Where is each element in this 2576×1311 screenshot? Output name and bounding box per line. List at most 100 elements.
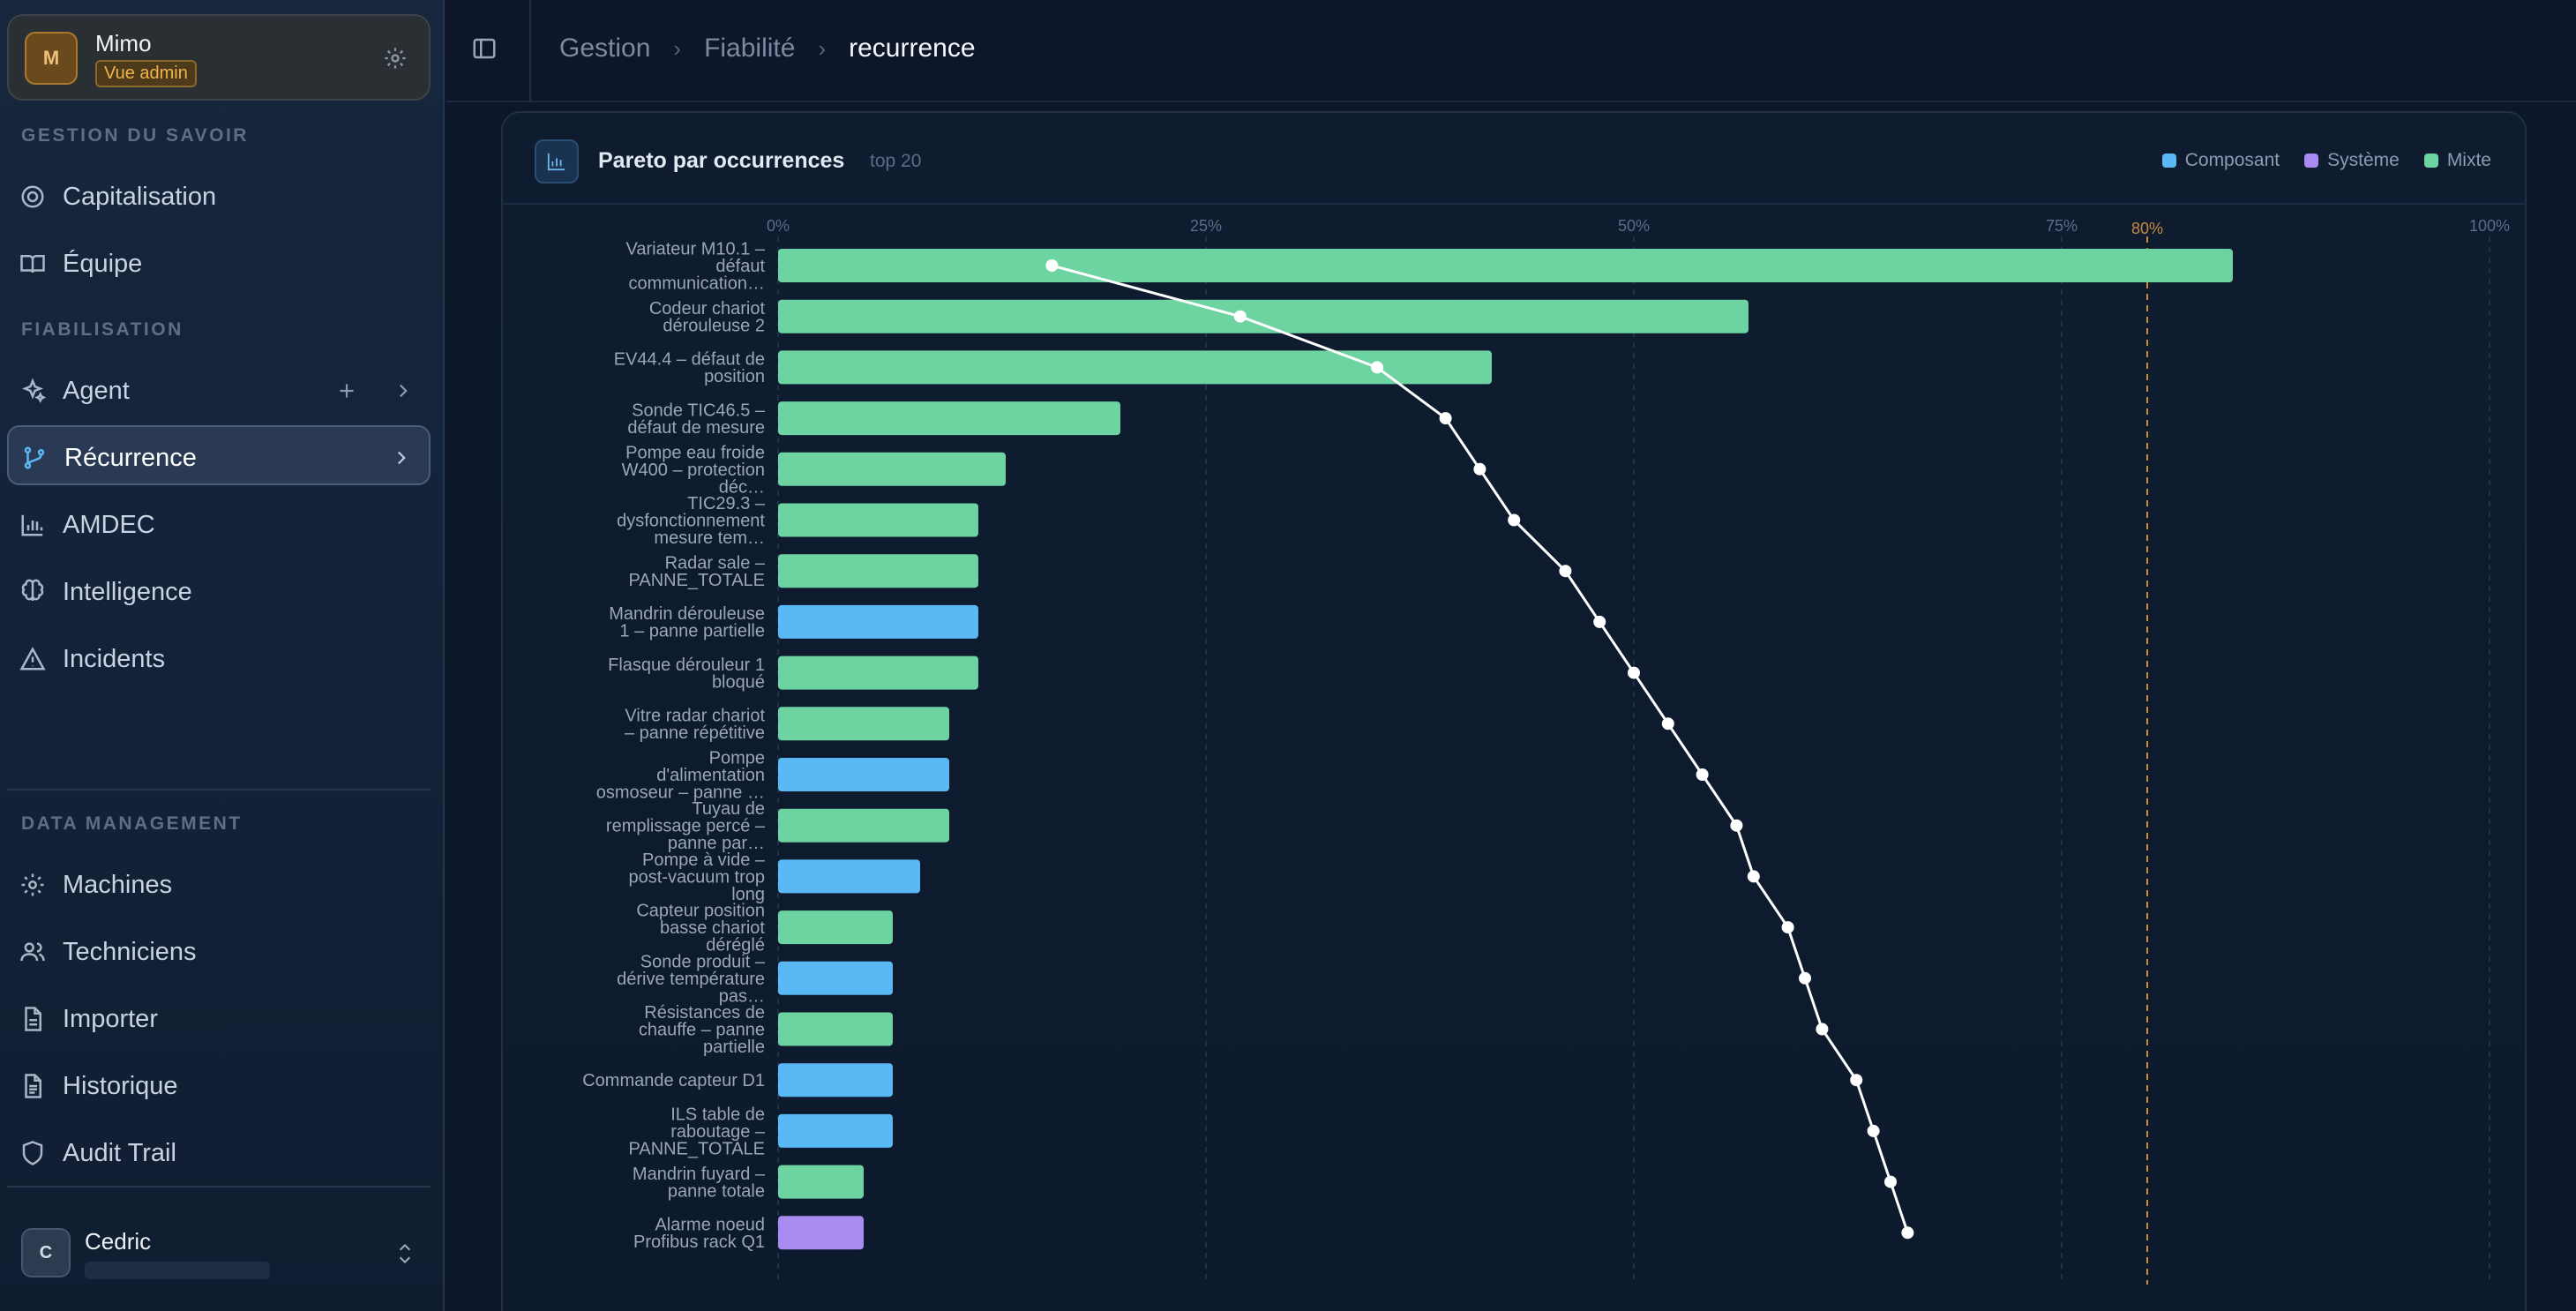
bar[interactable] [778, 808, 949, 843]
chevron-right-icon: › [818, 34, 827, 62]
pareto-card: Pareto par occurrences top 20 Composant … [501, 111, 2527, 1311]
section-knowledge: GESTION DU SAVOIR [21, 125, 249, 146]
chevron-up-down-icon[interactable] [393, 1240, 416, 1267]
card-header: Pareto par occurrences top 20 Composant … [503, 113, 2525, 205]
bar[interactable] [778, 910, 893, 945]
sidebar-item-importer[interactable]: Importer [7, 988, 431, 1048]
breadcrumb: Gestion › Fiabilité › recurrence [559, 34, 976, 64]
cumulative-point[interactable] [1696, 768, 1709, 781]
workspace-switcher[interactable]: M Mimo Vue admin [7, 14, 431, 101]
sidebar-toggle-icon[interactable] [471, 35, 498, 62]
user-menu[interactable]: C Cedric [7, 1209, 431, 1297]
sidebar-item-label: Équipe [63, 250, 143, 278]
bar-label: Profibus rack Q1 [633, 1232, 765, 1252]
sidebar-item-equipe[interactable]: Équipe [7, 233, 431, 293]
bar[interactable] [778, 707, 949, 741]
breadcrumb-current: recurrence [849, 34, 976, 63]
admin-badge: Vue admin [95, 60, 197, 87]
bar[interactable] [778, 1063, 893, 1097]
breadcrumb-gestion[interactable]: Gestion [559, 34, 651, 63]
cumulative-point[interactable] [1559, 565, 1572, 578]
sidebar-item-agent[interactable]: Agent [7, 360, 431, 420]
cumulative-point[interactable] [1628, 666, 1640, 679]
sidebar-item-intelligence[interactable]: Intelligence [7, 561, 431, 621]
bar[interactable] [778, 859, 921, 894]
sidebar-item-recurrence[interactable]: Récurrence [7, 425, 431, 485]
bar[interactable] [778, 1216, 864, 1250]
chevron-right-icon[interactable] [392, 379, 415, 402]
file-list-icon [25, 1074, 41, 1098]
bar[interactable] [778, 1113, 893, 1148]
cumulative-point[interactable] [1371, 361, 1383, 374]
shield-icon [22, 1141, 43, 1165]
cumulative-point[interactable] [1473, 462, 1486, 476]
bar[interactable] [778, 1012, 893, 1046]
sidebar-item-machines[interactable]: Machines [7, 854, 431, 914]
bar-label: Alarme noeud [655, 1216, 765, 1235]
sidebar-item-label: Machines [63, 871, 173, 899]
sidebar-item-label: Historique [63, 1072, 178, 1100]
target-icon [21, 185, 44, 208]
bar-label: Capteur position [636, 902, 765, 921]
bar-label: communication… [628, 274, 765, 294]
sidebar-item-label: Audit Trail [63, 1139, 176, 1167]
sidebar-item-capitalisation[interactable]: Capitalisation [7, 166, 431, 226]
cumulative-point[interactable] [1884, 1175, 1897, 1188]
cumulative-point[interactable] [1867, 1124, 1880, 1137]
cumulative-line [1052, 264, 1909, 1233]
breadcrumb-fiabilite[interactable]: Fiabilité [704, 34, 796, 63]
legend-label: Mixte [2446, 150, 2491, 170]
bar-label: panne par… [668, 834, 765, 853]
sidebar-item-techniciens[interactable]: Techniciens [7, 921, 431, 981]
cumulative-point[interactable] [1233, 310, 1247, 323]
cumulative-point[interactable] [1593, 615, 1606, 628]
warning-icon [19, 647, 46, 670]
bar[interactable] [778, 452, 1007, 486]
cumulative-point[interactable] [1816, 1023, 1829, 1036]
bar[interactable] [778, 299, 1749, 333]
user-email-redacted [85, 1262, 270, 1279]
chevron-right-icon[interactable] [390, 446, 413, 469]
chevron-right-icon: › [673, 34, 682, 62]
cumulative-point[interactable] [1781, 921, 1794, 934]
sidebar-divider [7, 1186, 431, 1187]
bar[interactable] [778, 758, 949, 791]
bar-chart-icon [21, 514, 43, 536]
cumulative-point[interactable] [1901, 1226, 1914, 1240]
top-header: Gestion › Fiabilité › recurrence [446, 0, 2576, 102]
bar-label: Mandrin dérouleuse [609, 604, 765, 624]
sidebar-item-audit-trail[interactable]: Audit Trail [7, 1122, 431, 1182]
cumulative-point[interactable] [1730, 819, 1743, 832]
x-tick-label: 0% [767, 217, 790, 235]
legend-item-systeme[interactable]: Système [2304, 150, 2400, 171]
cumulative-point[interactable] [1045, 259, 1059, 272]
cumulative-point[interactable] [1661, 717, 1674, 730]
sidebar-item-historique[interactable]: Historique [7, 1055, 431, 1115]
legend-item-mixte[interactable]: Mixte [2423, 150, 2491, 171]
cumulative-point[interactable] [1508, 513, 1521, 527]
bar[interactable] [778, 401, 1120, 436]
cumulative-point[interactable] [1439, 412, 1452, 425]
cumulative-point[interactable] [1850, 1074, 1863, 1087]
bar[interactable] [778, 554, 978, 588]
bar-label: 1 – panne partielle [619, 622, 765, 641]
bar-label: dysfonctionnement [617, 512, 765, 531]
sidebar-item-amdec[interactable]: AMDEC [7, 494, 431, 554]
cumulative-point[interactable] [1799, 971, 1811, 985]
bar[interactable] [778, 503, 978, 537]
bar[interactable] [778, 249, 2233, 282]
bar[interactable] [778, 350, 1492, 385]
git-branch-icon [24, 446, 45, 469]
bar[interactable] [778, 961, 893, 995]
plus-icon[interactable] [335, 379, 358, 402]
sidebar-item-incidents[interactable]: Incidents [7, 628, 431, 688]
cumulative-point[interactable] [1747, 870, 1760, 883]
bar[interactable] [778, 604, 978, 639]
legend-item-composant[interactable]: Composant [2161, 150, 2280, 171]
main-content: Pareto par occurrences top 20 Composant … [446, 102, 2576, 1311]
bar[interactable] [778, 656, 978, 690]
card-subtitle: top 20 [870, 151, 922, 171]
bar-label: – panne répétitive [625, 723, 765, 743]
bar[interactable] [778, 1165, 864, 1199]
gear-icon[interactable] [383, 46, 408, 71]
